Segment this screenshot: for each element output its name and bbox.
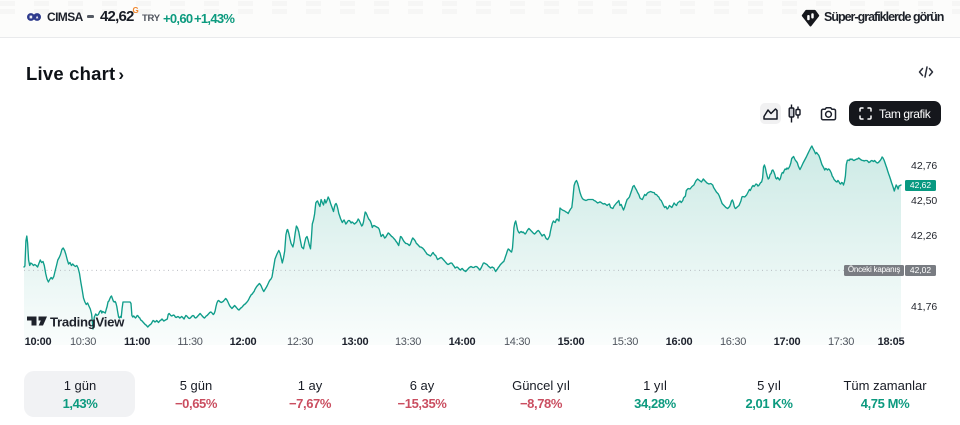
- svg-text:TradingView: TradingView: [50, 315, 125, 330]
